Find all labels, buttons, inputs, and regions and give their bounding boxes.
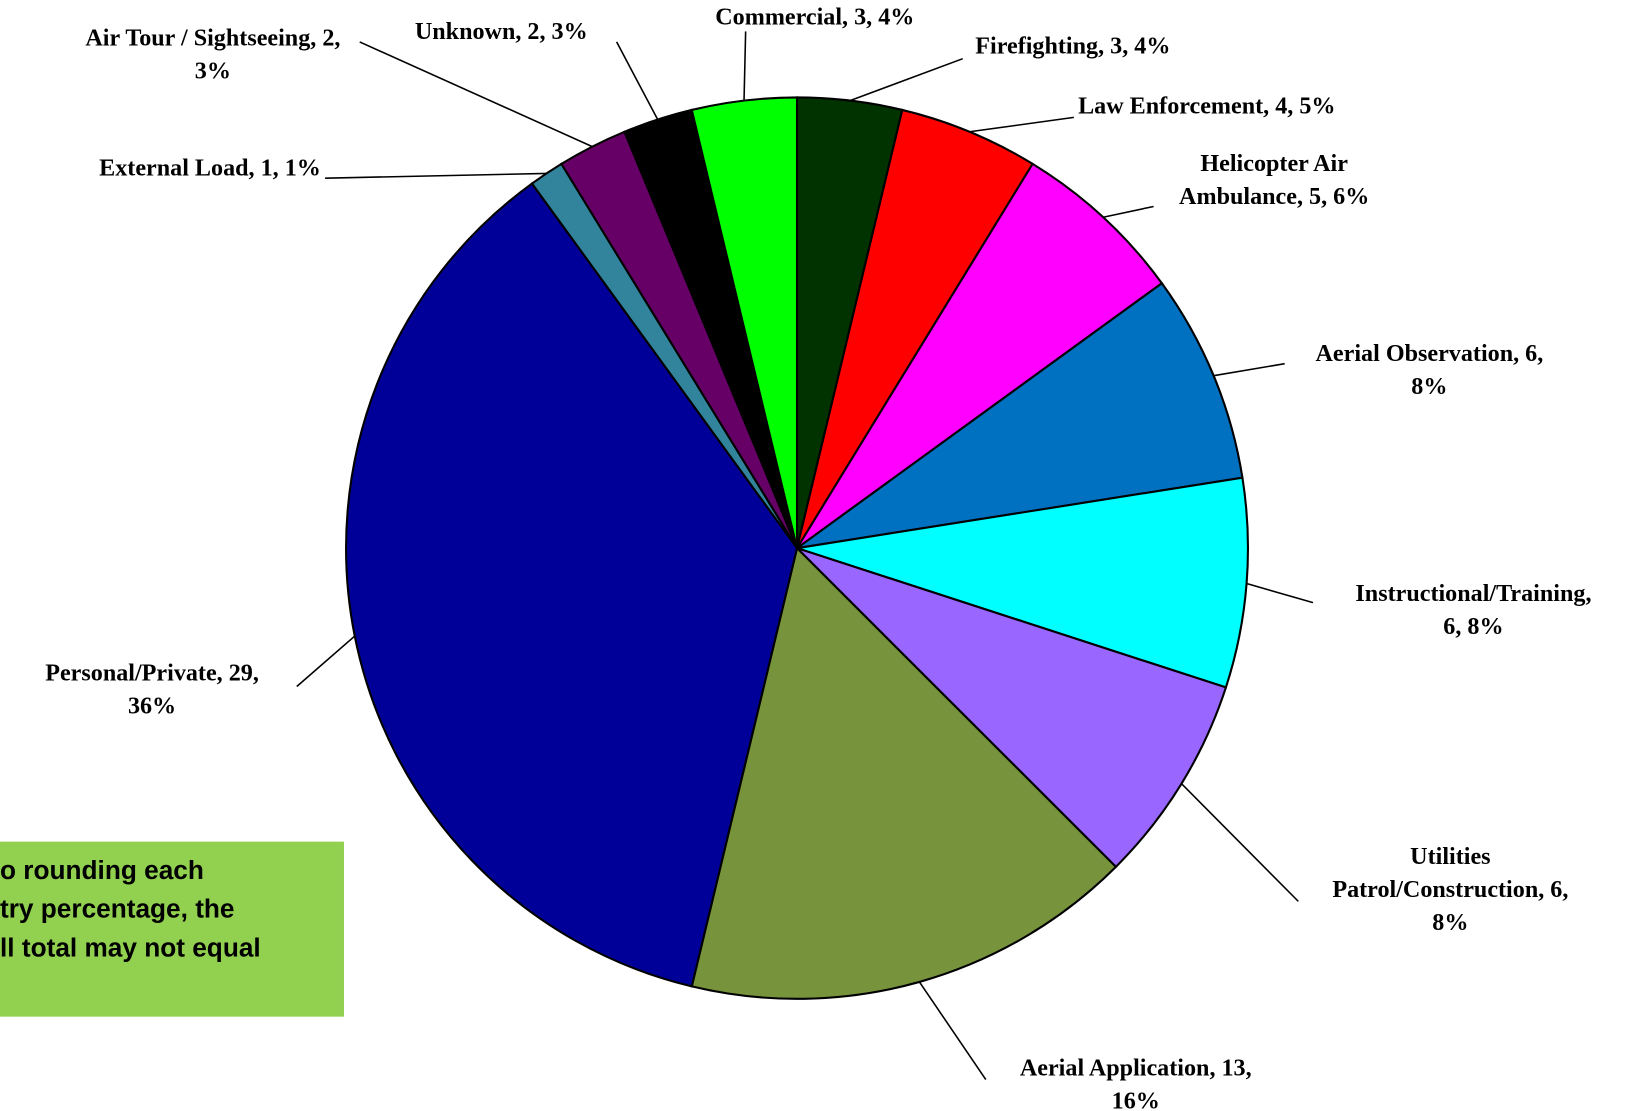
slice-label: Aerial Application, 13, bbox=[1020, 1056, 1252, 1082]
slice-label: 6, 8% bbox=[1443, 614, 1503, 640]
slice-label: Aerial Observation, 6, bbox=[1316, 341, 1544, 367]
note-box bbox=[0, 841, 344, 1017]
slice-label: Instructional/Training, bbox=[1355, 581, 1591, 607]
slice-label: 8% bbox=[1432, 910, 1468, 936]
slice-label: Law Enforcement, 4, 5% bbox=[1078, 93, 1335, 119]
slice-label: 36% bbox=[128, 694, 176, 720]
slice-label: 8% bbox=[1411, 374, 1447, 400]
slice-label: 3% bbox=[195, 58, 231, 84]
pie-slice bbox=[796, 281, 1244, 550]
leader-line bbox=[1180, 783, 1299, 902]
leader-line bbox=[296, 635, 356, 688]
leader-line bbox=[743, 31, 747, 101]
leader-line bbox=[969, 116, 1074, 133]
note-text: o rounding each bbox=[0, 855, 204, 885]
pie-slice bbox=[796, 162, 1164, 550]
leader-line bbox=[849, 57, 963, 102]
slice-label: Ambulance, 5, 6% bbox=[1179, 184, 1369, 210]
pie-slice bbox=[796, 476, 1249, 689]
pie-slice bbox=[796, 547, 1228, 869]
slice-label: External Load, 1, 1% bbox=[99, 155, 321, 181]
slice-label: Air Tour / Sightseeing, 2, bbox=[85, 25, 340, 51]
note-text: ll total may not equal bbox=[0, 933, 261, 963]
slice-label: Patrol/Construction, 6, bbox=[1332, 877, 1568, 903]
leader-line bbox=[918, 981, 987, 1080]
pie-slice bbox=[345, 182, 799, 988]
note-text: try percentage, the bbox=[0, 894, 235, 924]
slice-label: Utilities bbox=[1410, 844, 1490, 870]
pie-slice bbox=[690, 96, 799, 549]
leader-line bbox=[325, 172, 547, 179]
slice-label: Firefighting, 3, 4% bbox=[975, 34, 1170, 60]
pie-slice bbox=[796, 108, 1035, 549]
slice-label: Unknown, 2, 3% bbox=[415, 19, 588, 45]
leader-line bbox=[1246, 582, 1314, 604]
leader-line bbox=[1102, 205, 1154, 218]
pie-slice bbox=[690, 546, 1118, 1000]
leader-line bbox=[615, 41, 659, 120]
slice-label: Commercial, 3, 4% bbox=[715, 4, 914, 30]
slice-label: 16% bbox=[1112, 1089, 1160, 1111]
slice-label: Personal/Private, 29, bbox=[45, 661, 259, 687]
leader-line bbox=[1213, 362, 1285, 377]
slice-label: Helicopter Air bbox=[1200, 151, 1348, 177]
leader-line bbox=[359, 41, 593, 148]
